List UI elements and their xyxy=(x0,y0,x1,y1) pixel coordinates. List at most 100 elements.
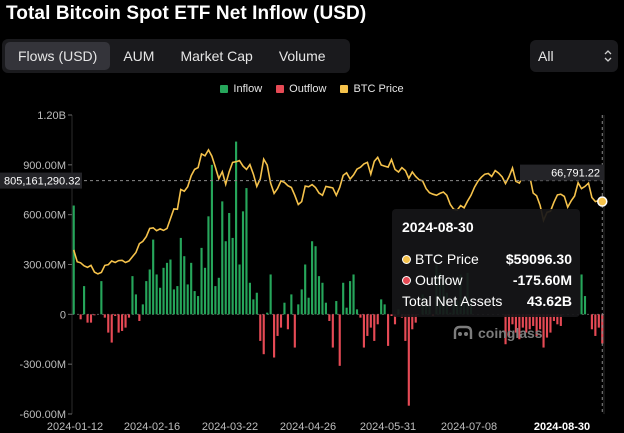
inflow-bar[interactable] xyxy=(317,276,321,315)
inflow-bar[interactable] xyxy=(210,164,213,315)
outflow-bar[interactable] xyxy=(559,314,562,326)
inflow-bar[interactable] xyxy=(155,274,158,315)
outflow-bar[interactable] xyxy=(110,314,113,343)
outflow-bar[interactable] xyxy=(556,314,559,325)
outflow-bar[interactable] xyxy=(539,314,542,330)
inflow-bar[interactable] xyxy=(349,281,352,315)
inflow-bar[interactable] xyxy=(314,246,317,315)
inflow-bar[interactable] xyxy=(300,289,303,315)
outflow-bar[interactable] xyxy=(331,314,334,348)
inflow-bar[interactable] xyxy=(252,299,255,315)
outflow-bar[interactable] xyxy=(359,314,362,318)
outflow-bar[interactable] xyxy=(514,314,517,333)
inflow-bar[interactable] xyxy=(304,264,307,315)
inflow-bar[interactable] xyxy=(321,282,324,315)
inflow-bar[interactable] xyxy=(72,205,75,315)
tab-flows[interactable]: Flows (USD) xyxy=(5,42,111,70)
inflow-bar[interactable] xyxy=(311,241,314,315)
tab-volume[interactable]: Volume xyxy=(278,48,326,64)
outflow-bar[interactable] xyxy=(127,314,131,318)
outflow-bar[interactable] xyxy=(404,314,407,341)
outflow-bar[interactable] xyxy=(259,314,262,341)
inflow-bar[interactable] xyxy=(307,297,310,315)
outflow-bar[interactable] xyxy=(411,314,414,330)
outflow-bar[interactable] xyxy=(262,314,265,355)
inflow-bar[interactable] xyxy=(290,294,293,315)
inflow-bar[interactable] xyxy=(145,281,148,315)
inflow-bar[interactable] xyxy=(266,312,269,315)
outflow-bar[interactable] xyxy=(86,314,89,323)
inflow-bar[interactable] xyxy=(190,262,193,315)
outflow-bar[interactable] xyxy=(279,314,283,328)
outflow-bar[interactable] xyxy=(124,314,127,328)
outflow-bar[interactable] xyxy=(535,314,538,336)
outflow-bar[interactable] xyxy=(528,314,531,330)
outflow-bar[interactable] xyxy=(525,314,528,333)
outflow-bar[interactable] xyxy=(79,314,82,320)
outflow-bar[interactable] xyxy=(328,314,331,321)
inflow-bar[interactable] xyxy=(228,213,231,315)
inflow-bar[interactable] xyxy=(345,307,348,315)
outflow-bar[interactable] xyxy=(545,314,549,338)
outflow-bar[interactable] xyxy=(121,314,124,331)
outflow-bar[interactable] xyxy=(138,314,141,321)
outflow-bar[interactable] xyxy=(390,314,393,316)
outflow-bar[interactable] xyxy=(393,314,397,325)
inflow-bar[interactable] xyxy=(162,267,165,315)
inflow-bar[interactable] xyxy=(200,247,203,315)
outflow-bar[interactable] xyxy=(532,314,535,326)
inflow-bar[interactable] xyxy=(238,264,241,315)
inflow-bar[interactable] xyxy=(131,276,134,315)
outflow-bar[interactable] xyxy=(293,314,296,348)
tab-market-cap[interactable]: Market Cap xyxy=(180,48,253,64)
outflow-bar[interactable] xyxy=(542,314,545,348)
inflow-bar[interactable] xyxy=(231,237,234,315)
inflow-bar[interactable] xyxy=(186,284,189,315)
inflow-bar[interactable] xyxy=(224,241,227,315)
inflow-bar[interactable] xyxy=(148,269,151,315)
inflow-bar[interactable] xyxy=(169,259,172,315)
outflow-bar[interactable] xyxy=(601,314,604,344)
inflow-bar[interactable] xyxy=(179,237,182,315)
inflow-bar[interactable] xyxy=(235,141,238,315)
inflow-bar[interactable] xyxy=(283,302,286,315)
outflow-bar[interactable] xyxy=(549,314,552,333)
inflow-bar[interactable] xyxy=(214,286,217,315)
outflow-bar[interactable] xyxy=(273,314,276,358)
outflow-bar[interactable] xyxy=(407,314,410,406)
outflow-bar[interactable] xyxy=(362,314,365,348)
inflow-bar[interactable] xyxy=(583,296,587,315)
inflow-bar[interactable] xyxy=(342,282,345,315)
outflow-bar[interactable] xyxy=(366,314,369,336)
inflow-bar[interactable] xyxy=(217,277,220,315)
inflow-bar[interactable] xyxy=(197,296,200,315)
inflow-bar[interactable] xyxy=(580,274,583,315)
inflow-bar[interactable] xyxy=(141,304,144,315)
legend-item-btc-price[interactable]: BTC Price xyxy=(340,82,404,96)
outflow-bar[interactable] xyxy=(511,314,514,325)
outflow-bar[interactable] xyxy=(518,314,521,340)
inflow-bar[interactable] xyxy=(383,304,386,315)
inflow-bar[interactable] xyxy=(248,282,251,315)
inflow-bar[interactable] xyxy=(134,294,137,315)
outflow-bar[interactable] xyxy=(338,314,341,366)
outflow-bar[interactable] xyxy=(414,314,417,323)
inflow-bar[interactable] xyxy=(255,292,258,315)
outflow-bar[interactable] xyxy=(114,314,117,316)
inflow-bar[interactable] xyxy=(355,309,359,315)
inflow-bar[interactable] xyxy=(203,267,207,315)
legend-item-inflow[interactable]: Inflow xyxy=(220,82,262,96)
outflow-bar[interactable] xyxy=(276,314,279,336)
outflow-bar[interactable] xyxy=(373,314,376,341)
outflow-bar[interactable] xyxy=(594,314,597,336)
inflow-bar[interactable] xyxy=(245,188,248,315)
outflow-bar[interactable] xyxy=(552,314,555,321)
outflow-bar[interactable] xyxy=(117,314,120,333)
tab-aum[interactable]: AUM xyxy=(123,48,155,64)
outflow-bar[interactable] xyxy=(89,314,93,323)
inflow-bar[interactable] xyxy=(100,281,103,315)
inflow-bar[interactable] xyxy=(152,239,155,315)
inflow-bar[interactable] xyxy=(221,201,224,315)
inflow-bar[interactable] xyxy=(352,274,355,315)
range-select[interactable]: All xyxy=(530,40,618,72)
